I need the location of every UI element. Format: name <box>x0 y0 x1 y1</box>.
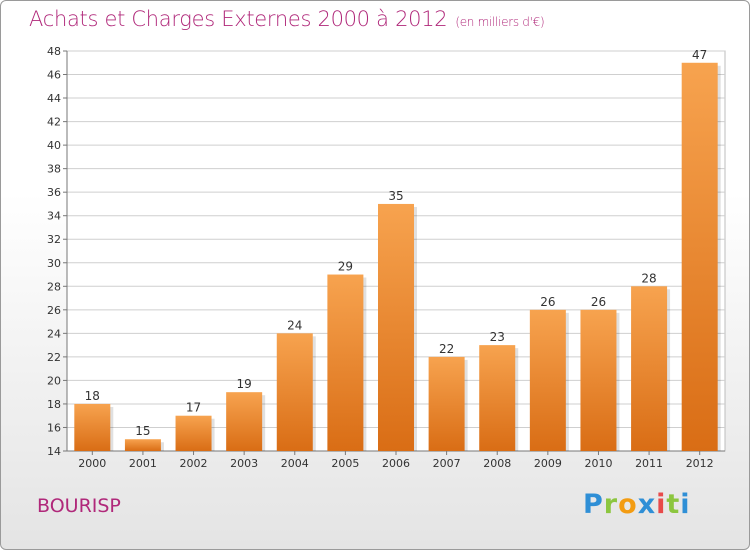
logo-letter-1: P <box>583 489 604 520</box>
x-tick-label-2007: 2007 <box>433 457 461 470</box>
y-tick-label-14: 14 <box>47 445 61 458</box>
logo-letter-6: t <box>666 489 681 520</box>
y-tick-label-34: 34 <box>47 210 61 223</box>
y-tick-label-32: 32 <box>47 233 61 246</box>
bar-2002 <box>175 415 212 451</box>
data-label-2000: 18 <box>85 389 100 403</box>
data-label-2003: 19 <box>237 377 252 391</box>
bar-2007 <box>428 356 465 451</box>
bar-2008 <box>479 345 516 451</box>
data-label-2007: 22 <box>439 342 454 356</box>
bar-2005 <box>327 274 364 451</box>
chart-title: Achats et Charges Externes 2000 à 2012 (e… <box>29 7 545 31</box>
y-tick-label-30: 30 <box>47 257 61 270</box>
y-tick-label-16: 16 <box>47 421 61 434</box>
bar-2003 <box>226 392 263 451</box>
commune-name: BOURISP <box>37 495 121 517</box>
y-tick-label-44: 44 <box>47 92 61 105</box>
bar-2004 <box>276 333 313 451</box>
data-label-2011: 28 <box>641 271 656 285</box>
x-tick-label-2010: 2010 <box>584 457 612 470</box>
y-tick-label-36: 36 <box>47 186 61 199</box>
data-label-2008: 23 <box>490 330 505 344</box>
bar-2000 <box>74 403 111 451</box>
data-label-2005: 29 <box>338 260 353 274</box>
x-tick-label-2002: 2002 <box>180 457 208 470</box>
bar-2012 <box>681 62 718 451</box>
y-tick-label-46: 46 <box>47 69 61 82</box>
data-label-2006: 35 <box>388 189 403 203</box>
logo-letter-3: o <box>618 489 638 520</box>
x-tick-label-2012: 2012 <box>686 457 714 470</box>
data-label-2012: 47 <box>692 48 707 62</box>
x-tick-label-2009: 2009 <box>534 457 562 470</box>
y-tick-label-20: 20 <box>47 374 61 387</box>
x-tick-label-2004: 2004 <box>281 457 309 470</box>
x-tick-label-2003: 2003 <box>230 457 258 470</box>
y-tick-label-28: 28 <box>47 280 61 293</box>
x-tick-label-2011: 2011 <box>635 457 663 470</box>
bar-2010 <box>580 309 617 451</box>
chart-subtitle: (en milliers d'€) <box>455 15 545 29</box>
data-label-2010: 26 <box>591 295 606 309</box>
y-tick-label-40: 40 <box>47 139 61 152</box>
x-tick-label-2008: 2008 <box>483 457 511 470</box>
y-tick-label-24: 24 <box>47 327 61 340</box>
bar-2011 <box>631 286 668 451</box>
logo-letter-2: r <box>603 489 619 520</box>
logo-letter-5: i <box>656 489 667 520</box>
y-tick-label-38: 38 <box>47 163 61 176</box>
x-tick-label-2006: 2006 <box>382 457 410 470</box>
y-tick-label-48: 48 <box>47 45 61 58</box>
chart-title-text: Achats et Charges Externes 2000 à 2012 <box>29 7 448 31</box>
bar-2001 <box>124 439 161 451</box>
y-tick-label-22: 22 <box>47 351 61 364</box>
logo-letter-7: i <box>680 489 691 520</box>
data-label-2001: 15 <box>135 424 150 438</box>
proxiti-logo: Proxiti <box>583 489 691 520</box>
data-label-2004: 24 <box>287 318 302 332</box>
logo-letter-4: x <box>637 489 657 520</box>
y-tick-label-26: 26 <box>47 304 61 317</box>
x-tick-label-2000: 2000 <box>78 457 106 470</box>
bar-2009 <box>529 309 566 451</box>
y-tick-label-42: 42 <box>47 116 61 129</box>
data-label-2002: 17 <box>186 401 201 415</box>
data-label-2009: 26 <box>540 295 555 309</box>
bar-2006 <box>378 203 414 451</box>
y-tick-label-18: 18 <box>47 398 61 411</box>
x-tick-label-2001: 2001 <box>129 457 157 470</box>
x-tick-label-2005: 2005 <box>331 457 359 470</box>
